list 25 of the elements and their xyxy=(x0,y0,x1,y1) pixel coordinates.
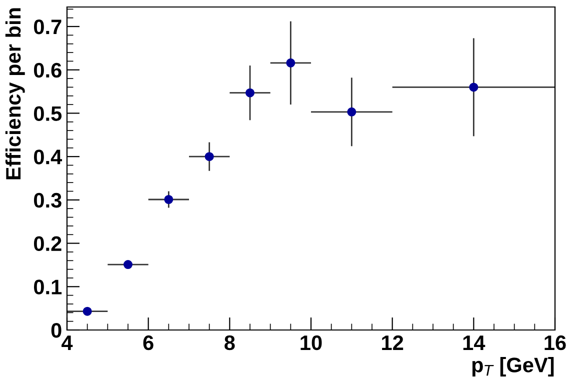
x-tick-label: 4 xyxy=(62,336,73,350)
y-tick-label: 0.6 xyxy=(34,62,62,78)
y-tick-label: 0.4 xyxy=(34,150,62,164)
x-axis-title: p$_{T}$ [GeV] xyxy=(472,357,554,376)
x-tick-label: 6 xyxy=(143,335,154,350)
point xyxy=(347,107,356,116)
point xyxy=(286,58,296,68)
point xyxy=(164,194,174,204)
point xyxy=(204,152,214,162)
y-tick-label: 0.5 xyxy=(34,106,62,121)
x-tick-label: 12 xyxy=(382,335,404,350)
x-tick-label: 14 xyxy=(463,336,486,350)
x-tick-label: 8 xyxy=(224,335,235,350)
x-tick-label: 16 xyxy=(544,335,566,350)
point xyxy=(82,306,92,316)
point xyxy=(469,82,478,92)
y-tick-label: 0.3 xyxy=(34,192,62,208)
y-tick-label: 0.1 xyxy=(34,280,62,294)
y-tick-label: 0 xyxy=(51,323,62,338)
y-tick-label: 0.2 xyxy=(34,236,62,252)
y-tick-label: 0.7 xyxy=(34,20,62,34)
point xyxy=(245,88,255,98)
point xyxy=(123,260,133,270)
y-axis-title: Efficiency per bin xyxy=(5,8,25,180)
x-tick-label: 10 xyxy=(300,335,322,350)
